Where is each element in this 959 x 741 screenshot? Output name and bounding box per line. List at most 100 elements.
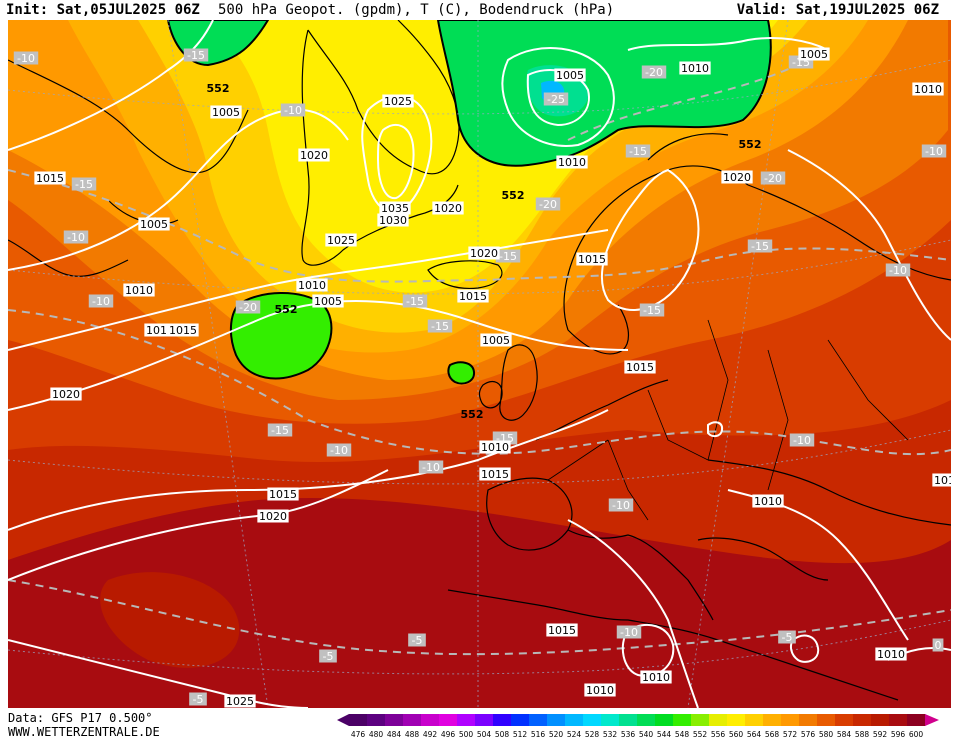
- isotherm-label: -15: [747, 239, 773, 253]
- legend-swatch: [619, 714, 638, 726]
- isotherm-label: -15: [495, 249, 521, 263]
- isobar-label: 1010: [479, 440, 511, 454]
- legend-swatch: [727, 714, 746, 726]
- svg-text:552: 552: [207, 82, 230, 95]
- legend-level-label: 500: [459, 730, 474, 739]
- legend-level-label: 528: [585, 730, 600, 739]
- svg-text:-10: -10: [612, 499, 630, 512]
- svg-text:1020: 1020: [723, 171, 751, 184]
- svg-text:1030: 1030: [379, 214, 407, 227]
- legend-level-label: 552: [693, 730, 708, 739]
- legend-swatch: [601, 714, 620, 726]
- legend-swatch: [421, 714, 440, 726]
- legend-swatch: [403, 714, 422, 726]
- legend-swatch: [907, 714, 926, 726]
- legend-swatch: [511, 714, 530, 726]
- legend-level-label: 476: [351, 730, 366, 739]
- legend-swatch: [781, 714, 800, 726]
- isotherm-label: -5: [778, 630, 796, 644]
- svg-text:-20: -20: [764, 172, 782, 185]
- legend-swatch: [565, 714, 584, 726]
- isobar-label: 1010: [640, 670, 672, 684]
- svg-text:-15: -15: [187, 49, 205, 62]
- isotherm-label: -15: [625, 144, 651, 158]
- svg-text:-20: -20: [645, 66, 663, 79]
- graticule: [8, 20, 951, 708]
- legend-level-label: 484: [387, 730, 402, 739]
- isotherm-label: -5: [319, 649, 337, 663]
- svg-text:-10: -10: [620, 626, 638, 639]
- svg-text:1005: 1005: [800, 48, 828, 61]
- legend-level-label: 512: [513, 730, 528, 739]
- isotherm-label: -10: [280, 103, 306, 117]
- weather-map[interactable]: 552 552 552 552 552 -10 -15 -10 -15 -10 -10 -20 -15…: [8, 20, 951, 708]
- svg-text:1035: 1035: [381, 202, 409, 215]
- valid-time-label: Valid: Sat,19JUL2025 06Z: [736, 2, 939, 18]
- legend-level-label: 564: [747, 730, 762, 739]
- svg-text:1010: 1010: [481, 441, 509, 454]
- legend-level-label: 580: [819, 730, 834, 739]
- isotherm-label: -20: [641, 65, 667, 79]
- init-time-label: Init: Sat,05JUL2025 06Z: [6, 2, 200, 18]
- isobar-label: 1025: [224, 694, 256, 708]
- svg-text:-10: -10: [17, 52, 35, 65]
- temperature-field: [8, 20, 951, 708]
- svg-text:1020: 1020: [434, 202, 462, 215]
- svg-text:-5: -5: [412, 634, 423, 647]
- svg-text:-15: -15: [643, 304, 661, 317]
- legend-level-label: 560: [729, 730, 744, 739]
- svg-text:552: 552: [461, 408, 484, 421]
- legend-swatch: [853, 714, 872, 726]
- isotherm-label: -10: [608, 498, 634, 512]
- svg-text:-15: -15: [75, 178, 93, 191]
- isobar-label: 1020: [298, 148, 330, 162]
- legend-level-label: 524: [567, 730, 582, 739]
- legend-level-label: 516: [531, 730, 546, 739]
- svg-text:-10: -10: [284, 104, 302, 117]
- isotherm-label: -20: [235, 300, 261, 314]
- isobar-label: 1005: [138, 217, 170, 231]
- isobar-label: 1010: [556, 155, 588, 169]
- svg-text:-25: -25: [547, 93, 565, 106]
- legend-swatch: [475, 714, 494, 726]
- svg-text:-15: -15: [499, 250, 517, 263]
- svg-text:-15: -15: [271, 424, 289, 437]
- isobar-label: 1035: [379, 201, 411, 215]
- legend-swatch: [493, 714, 512, 726]
- website-label: WWW.WETTERZENTRALE.DE: [8, 725, 160, 739]
- svg-text:-20: -20: [239, 301, 257, 314]
- legend-swatch: [763, 714, 782, 726]
- svg-text:1015: 1015: [169, 324, 197, 337]
- isobar-label: 1005: [554, 68, 586, 82]
- legend-level-label: 556: [711, 730, 726, 739]
- isotherm-label: -10: [616, 625, 642, 639]
- svg-text:1010: 1010: [681, 62, 709, 75]
- isobar-label: 1015: [624, 360, 656, 374]
- svg-text:1005: 1005: [482, 334, 510, 347]
- legend-level-label: 576: [801, 730, 816, 739]
- legend-swatch: [439, 714, 458, 726]
- isotherm-label: -15: [427, 319, 453, 333]
- isotherm-label: -10: [13, 51, 39, 65]
- geopotential-label: 552: [275, 303, 298, 316]
- legend-level-label: 520: [549, 730, 564, 739]
- isobar-label: 1005: [312, 294, 344, 308]
- svg-text:-20: -20: [539, 198, 557, 211]
- svg-text:1010: 1010: [642, 671, 670, 684]
- isobar-label: 1010: [584, 683, 616, 697]
- isotherm-label: -10: [885, 263, 911, 277]
- temperature-labels: -10 -15 -10 -15 -10 -10 -20 -15 -15 -15 -15 -10 -10 -…: [13, 48, 947, 706]
- svg-text:-5: -5: [782, 631, 793, 644]
- svg-text:1010: 1010: [298, 279, 326, 292]
- svg-text:552: 552: [275, 303, 298, 316]
- svg-text:1015: 1015: [269, 488, 297, 501]
- isobar-label: 1015: [546, 623, 578, 637]
- isotherm-label: -10: [326, 443, 352, 457]
- svg-text:552: 552: [502, 189, 525, 202]
- legend-swatch: [709, 714, 728, 726]
- svg-text:552: 552: [739, 138, 762, 151]
- svg-text:-10: -10: [422, 461, 440, 474]
- isotherm-label: -5: [189, 692, 207, 706]
- svg-text:1010: 1010: [877, 648, 905, 661]
